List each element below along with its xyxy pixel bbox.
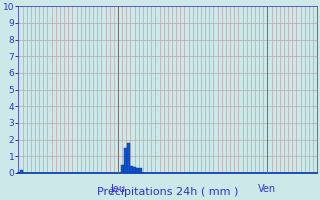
Bar (136, 168, 139, 173)
Bar (139, 168, 142, 173)
Text: Jeu: Jeu (110, 184, 125, 194)
Bar (127, 143, 130, 173)
Bar (130, 166, 133, 173)
Text: Ven: Ven (258, 184, 276, 194)
Bar (20, 170, 23, 173)
Bar (121, 165, 124, 173)
X-axis label: Précipitations 24h ( mm ): Précipitations 24h ( mm ) (97, 187, 238, 197)
Bar (124, 148, 127, 173)
Bar (133, 167, 136, 173)
